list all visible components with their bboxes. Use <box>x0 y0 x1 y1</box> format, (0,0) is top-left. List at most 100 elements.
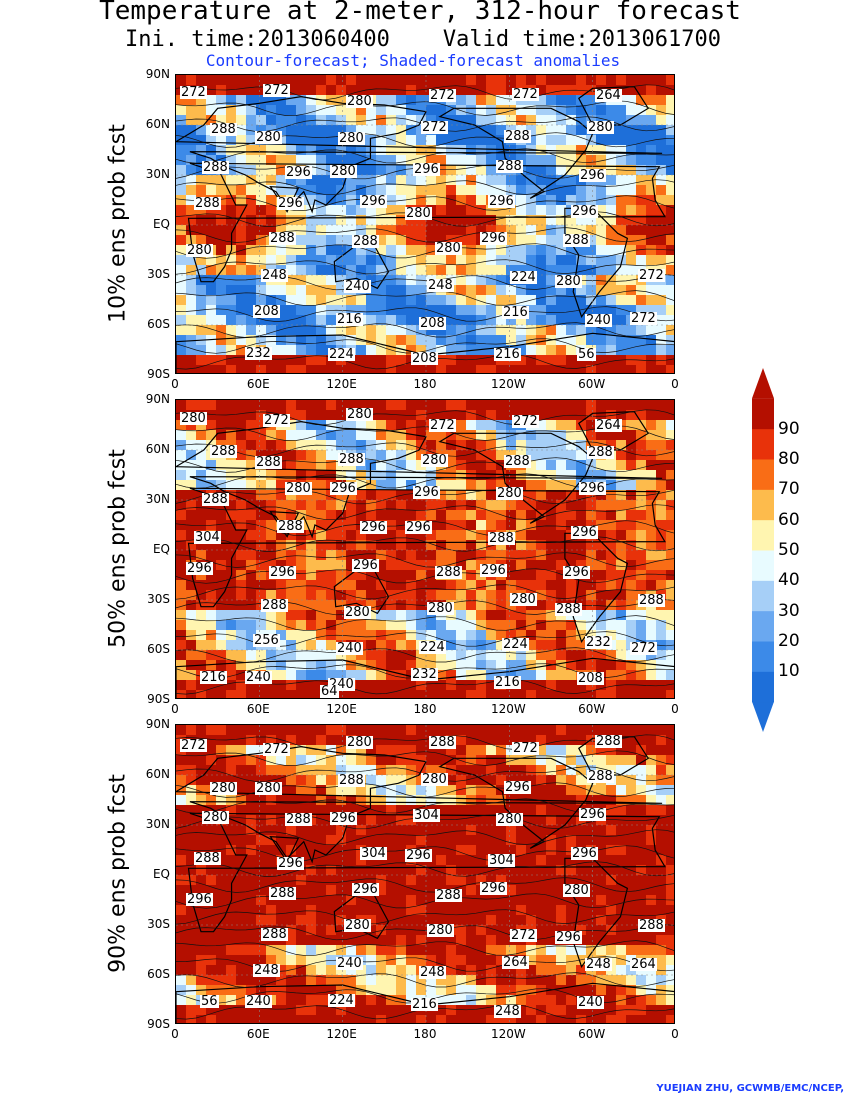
contour-label: 272 <box>263 413 290 428</box>
contour-label: 224 <box>502 637 529 652</box>
colorbar-segment <box>752 610 774 642</box>
contour-label: 272 <box>180 85 207 100</box>
ytick-label: 60S <box>147 967 170 981</box>
contour-label: 288 <box>352 234 379 249</box>
contour-label: 240 <box>577 995 604 1010</box>
contour-label: 64 <box>320 684 339 699</box>
contour-label: 296 <box>579 481 606 496</box>
contour-label: 232 <box>411 667 438 682</box>
contour-label: 272 <box>263 83 290 98</box>
contour-label: 296 <box>571 846 598 861</box>
contour-label: 296 <box>579 807 606 822</box>
contour-label: 240 <box>336 956 363 971</box>
contour-label: 272 <box>512 87 539 102</box>
contour-label: 216 <box>336 312 363 327</box>
contour-label: 280 <box>186 243 213 258</box>
coastline-1 <box>176 746 663 864</box>
credit-text: YUEJIAN ZHU, GCWMB/EMC/NCEP, <box>656 1083 844 1094</box>
contour-label: 296 <box>480 231 507 246</box>
contour-label: 248 <box>494 1004 521 1019</box>
contour-label: 272 <box>630 311 657 326</box>
colorbar-level-label: 90 <box>778 418 800 439</box>
temperature-contour <box>176 306 674 322</box>
contour-label: 208 <box>253 304 280 319</box>
contour-label: 248 <box>419 965 446 980</box>
colorbar-segment <box>752 459 774 490</box>
contour-label: 288 <box>587 445 614 460</box>
coastline-4 <box>438 432 594 524</box>
contour-label: 224 <box>328 347 355 362</box>
ytick-label: 90N <box>145 392 170 406</box>
contour-label: 280 <box>346 407 373 422</box>
contour-label: 216 <box>200 670 227 685</box>
ytick-label: 30S <box>147 267 170 281</box>
contour-label: 280 <box>555 274 582 289</box>
xtick-label: 120E <box>326 377 357 391</box>
ytick-label: 60S <box>147 642 170 656</box>
colorbar-segment <box>752 580 774 612</box>
contour-label: 304 <box>488 853 515 868</box>
contour-label: 296 <box>555 930 582 945</box>
xtick-label: 60E <box>246 1027 270 1041</box>
xtick-label: 180 <box>413 1027 437 1041</box>
xtick-label: 120W <box>490 377 526 391</box>
contour-label: 288 <box>277 519 304 534</box>
contour-label: 256 <box>253 633 280 648</box>
xtick-label: 120E <box>326 1027 357 1041</box>
contour-label: 264 <box>630 957 657 972</box>
contour-label: 296 <box>571 525 598 540</box>
colorbar-arrow-high <box>752 368 774 399</box>
contour-label: 232 <box>245 346 272 361</box>
contour-label: 296 <box>413 485 440 500</box>
contour-label: 296 <box>186 561 213 576</box>
xtick-label: 60W <box>578 377 606 391</box>
contour-label: 288 <box>338 773 365 788</box>
contour-label: 56 <box>577 347 596 362</box>
coastline-7 <box>176 332 674 373</box>
contour-label: 272 <box>630 641 657 656</box>
contour-label: 296 <box>504 780 531 795</box>
contour-label: 248 <box>253 963 280 978</box>
contour-label: 296 <box>277 196 304 211</box>
contour-label: 280 <box>587 120 614 135</box>
contour-label: 280 <box>344 918 371 933</box>
contour-label: 296 <box>480 881 507 896</box>
contour-label: 304 <box>194 530 221 545</box>
contour-label: 216 <box>494 347 521 362</box>
contour-label: 296 <box>330 811 357 826</box>
contour-label: 296 <box>352 882 379 897</box>
contour-label: 264 <box>595 88 622 103</box>
ytick-label: EQ <box>152 542 170 556</box>
ytick-label: 90N <box>145 67 170 81</box>
contour-label: 296 <box>277 856 304 871</box>
coastline-7 <box>176 657 674 698</box>
temperature-contour <box>176 259 674 275</box>
xtick-label: 0 <box>171 1027 179 1041</box>
ytick-label: 90N <box>145 717 170 731</box>
contour-label: 288 <box>255 455 282 470</box>
contour-label: 216 <box>494 675 521 690</box>
contour-label: 240 <box>245 670 272 685</box>
contour-label: 272 <box>429 418 456 433</box>
colorbar-segment <box>752 398 774 430</box>
colorbar-level-label: 50 <box>778 540 800 560</box>
coastline-0 <box>187 487 666 608</box>
xtick-label: 60E <box>246 377 270 391</box>
coastline-1 <box>176 96 663 214</box>
colorbar-level-label: 80 <box>778 449 800 469</box>
contour-label: 280 <box>346 94 373 109</box>
ytick-label: 30N <box>145 817 170 831</box>
map-panel-2: 280 272 280 272 272 264 288 288 280 288 288 288 296 2… <box>175 399 675 699</box>
colorbar-segment <box>752 641 774 672</box>
xtick-label: 0 <box>671 1027 679 1041</box>
ytick-label: 60S <box>147 317 170 331</box>
colorbar-arrow-low <box>752 701 774 732</box>
colorbar-segment <box>752 489 774 521</box>
xtick-label: 0 <box>671 377 679 391</box>
contour-label: 288 <box>496 159 523 174</box>
coastline-6 <box>564 857 629 968</box>
coastline-0 <box>187 812 666 933</box>
coastline-4 <box>438 107 594 199</box>
xtick-label: 120W <box>490 1027 526 1041</box>
contour-label: 288 <box>261 598 288 613</box>
